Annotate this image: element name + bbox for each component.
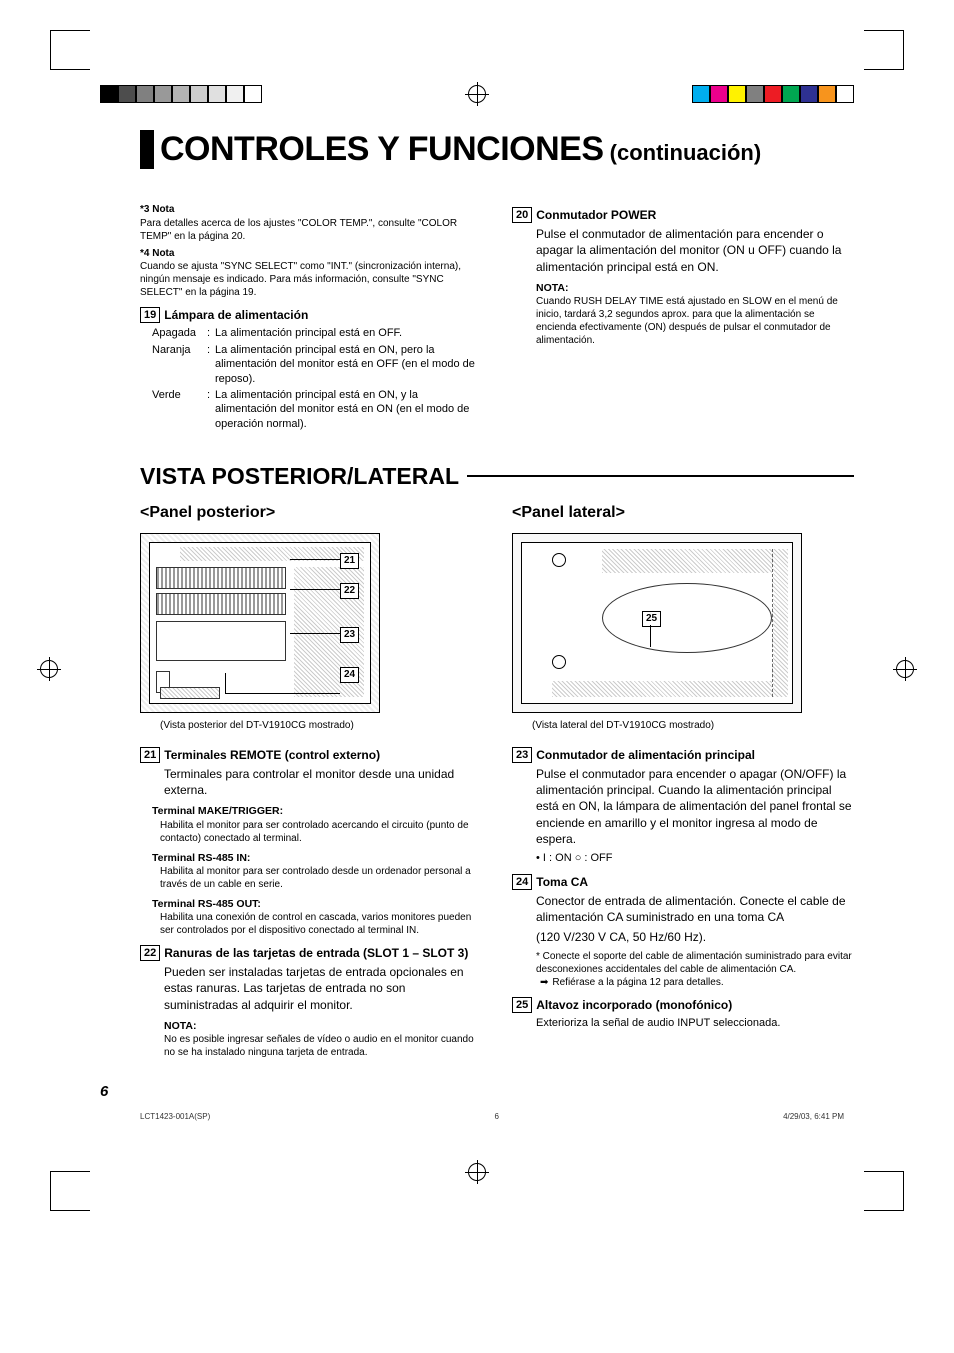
item-19-head: 19 Lámpara de alimentación xyxy=(140,307,482,323)
item-23-body: Pulse el conmutador para encender o apag… xyxy=(536,766,854,847)
item-20-title: Conmutador POWER xyxy=(536,208,656,222)
print-marks-top xyxy=(0,0,954,120)
t-make-head: Terminal MAKE/TRIGGER: xyxy=(152,804,482,818)
item-22-body: Pueden ser instaladas tarjetas de entrad… xyxy=(164,964,482,1013)
crop-mark-bl xyxy=(50,1171,90,1211)
note3-head: *3 Nota xyxy=(140,203,482,217)
item-24-title: Toma CA xyxy=(536,875,588,889)
note4-head: *4 Nota xyxy=(140,247,482,261)
item-25-head: 25 Altavoz incorporado (monofónico) xyxy=(512,997,854,1013)
item-22-num: 22 xyxy=(140,945,160,961)
crop-mark-tr xyxy=(864,30,904,70)
footer-left: LCT1423-001A(SP) xyxy=(140,1112,210,1121)
registration-mark-bottom xyxy=(468,1163,486,1181)
footer-right: 4/29/03, 6:41 PM xyxy=(783,1112,844,1121)
upper-left-column: *3 Nota Para detalles acerca de los ajus… xyxy=(140,199,482,433)
item-19-num: 19 xyxy=(140,307,160,323)
page-title: CONTROLES Y FUNCIONES xyxy=(160,130,604,168)
item-24-arrow: Refiérase a la página 12 para detalles. xyxy=(540,976,854,989)
registration-mark-top xyxy=(468,85,486,103)
item-20-num: 20 xyxy=(512,207,532,223)
item-23-extra: • I : ON ○ : OFF xyxy=(536,851,854,866)
item-21-head: 21 Terminales REMOTE (control externo) xyxy=(140,747,482,763)
item-20-nota-head: NOTA: xyxy=(536,281,854,295)
crop-mark-br xyxy=(864,1171,904,1211)
t-rsin-body: Habilita al monitor para ser controlado … xyxy=(160,865,482,891)
item-25-num: 25 xyxy=(512,997,532,1013)
crop-mark-tl xyxy=(50,30,90,70)
upper-right-column: 20 Conmutador POWER Pulse el conmutador d… xyxy=(512,199,854,433)
item-22-nota-head: NOTA: xyxy=(164,1019,482,1033)
color-bars-right xyxy=(692,85,854,103)
t-make-body: Habilita el monitor para ser controlado … xyxy=(160,819,482,845)
item-21-body: Terminales para controlar el monitor des… xyxy=(164,766,482,798)
callout-21: 21 xyxy=(340,553,359,569)
note3-body: Para detalles acerca de los ajustes "COL… xyxy=(140,217,482,243)
item-20-body: Pulse el conmutador de alimentación para… xyxy=(536,226,854,275)
callout-23: 23 xyxy=(340,627,359,643)
item-22-nota-body: No es posible ingresar señales de vídeo … xyxy=(164,1033,482,1059)
note4-body: Cuando se ajusta "SYNC SELECT" como "INT… xyxy=(140,260,482,299)
panel-posterior-head: <Panel posterior> xyxy=(140,502,482,524)
rear-caption: (Vista posterior del DT-V1910CG mostrado… xyxy=(160,719,482,733)
footer-center: 6 xyxy=(494,1112,498,1121)
item-22-head: 22 Ranuras de las tarjetas de entrada (SL… xyxy=(140,945,482,961)
section-vista-text: VISTA POSTERIOR/LATERAL xyxy=(140,463,459,490)
side-caption: (Vista lateral del DT-V1910CG mostrado) xyxy=(532,719,854,733)
item-22-title: Ranuras de las tarjetas de entrada (SLOT… xyxy=(164,946,468,960)
page-title-block: CONTROLES Y FUNCIONES (continuación) xyxy=(140,130,854,169)
t-rsout-head: Terminal RS-485 OUT: xyxy=(152,897,482,911)
lower-columns: <Panel posterior> 21 22 xyxy=(140,502,854,1059)
item-23-num: 23 xyxy=(512,747,532,763)
item-19-title: Lámpara de alimentación xyxy=(164,308,308,322)
item-25-title: Altavoz incorporado (monofónico) xyxy=(536,998,732,1012)
color-bars-left xyxy=(100,85,262,103)
item-19-defs: Apagada:La alimentación principal está e… xyxy=(152,326,482,431)
footer-meta: LCT1423-001A(SP) 6 4/29/03, 6:41 PM xyxy=(140,1112,854,1121)
callout-24: 24 xyxy=(340,667,359,683)
item-20-head: 20 Conmutador POWER xyxy=(512,207,854,223)
t-rsin-head: Terminal RS-485 IN: xyxy=(152,851,482,865)
item-25-body: Exterioriza la señal de audio INPUT sele… xyxy=(536,1016,854,1030)
item-23-title: Conmutador de alimentación principal xyxy=(536,748,755,762)
lower-right-column: <Panel lateral> 25 (Vista lateral del DT… xyxy=(512,502,854,1059)
callout-25: 25 xyxy=(642,611,661,627)
page-title-sub: (continuación) xyxy=(604,140,762,165)
section-title-rule xyxy=(467,475,854,477)
item-21-title: Terminales REMOTE (control externo) xyxy=(164,748,380,762)
item-24-body: Conector de entrada de alimentación. Con… xyxy=(536,893,854,925)
callout-22: 22 xyxy=(340,583,359,599)
t-rsout-body: Habilita una conexión de control en casc… xyxy=(160,911,482,937)
item-23-head: 23 Conmutador de alimentación principal xyxy=(512,747,854,763)
page-number: 6 xyxy=(100,1083,854,1100)
item-24-num: 24 xyxy=(512,874,532,890)
page-content: CONTROLES Y FUNCIONES (continuación) *3 … xyxy=(0,120,954,1131)
lower-left-column: <Panel posterior> 21 22 xyxy=(140,502,482,1059)
section-vista-title: VISTA POSTERIOR/LATERAL xyxy=(140,463,854,490)
panel-lateral-head: <Panel lateral> xyxy=(512,502,854,524)
item-20-nota-body: Cuando RUSH DELAY TIME está ajustado en … xyxy=(536,295,854,347)
item-21-num: 21 xyxy=(140,747,160,763)
print-marks-bottom xyxy=(0,1141,954,1221)
item-24-head: 24 Toma CA xyxy=(512,874,854,890)
item-24-body2: (120 V/230 V CA, 50 Hz/60 Hz). xyxy=(536,929,854,945)
item-24-star: * Conecte el soporte del cable de alimen… xyxy=(536,950,854,976)
upper-columns: *3 Nota Para detalles acerca de los ajus… xyxy=(140,199,854,433)
